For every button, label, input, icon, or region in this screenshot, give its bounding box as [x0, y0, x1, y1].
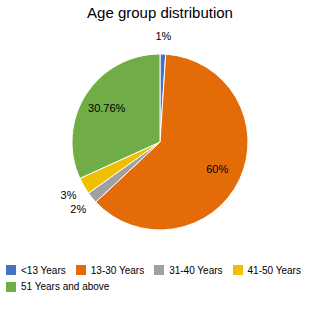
svg-text:1%: 1% — [155, 30, 171, 42]
svg-text:2%: 2% — [70, 203, 86, 215]
html-text:41-50 Years: 41-50 Years — [247, 264, 301, 276]
html-text:51 Years and above: 51 Years and above — [21, 281, 110, 293]
html-text:<13 Years: <13 Years — [21, 264, 66, 276]
html-text:31-40 Years: 31-40 Years — [169, 264, 223, 276]
svg-text:60%: 60% — [206, 163, 228, 175]
html-text:Age group distribution: Age group distribution — [87, 4, 233, 21]
svg-text:3%: 3% — [61, 189, 77, 201]
html-text:13-30 Years: 13-30 Years — [90, 264, 145, 276]
svg-text:30.76%: 30.76% — [88, 102, 126, 114]
